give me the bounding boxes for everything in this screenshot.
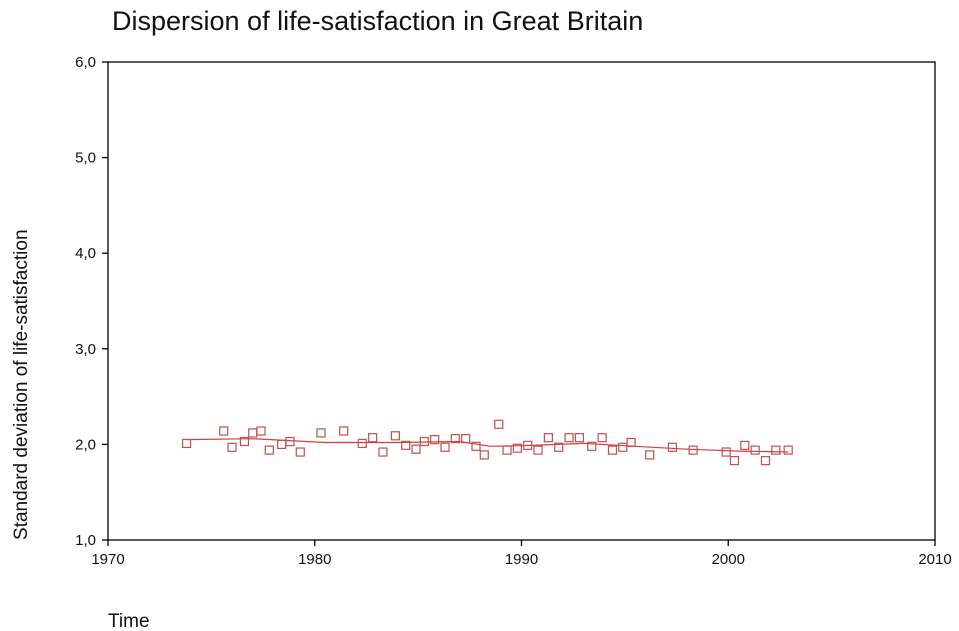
- data-point: [471, 441, 481, 451]
- data-point: [533, 445, 543, 455]
- trend-line: [186, 438, 789, 453]
- data-point: [721, 447, 731, 457]
- data-point: [626, 437, 636, 448]
- data-point: [461, 434, 471, 444]
- x-tick-label: 2000: [712, 551, 745, 568]
- data-point: [440, 442, 450, 452]
- data-point: [543, 433, 553, 443]
- y-tick-label: 4,0: [75, 245, 96, 262]
- data-point: [502, 445, 512, 455]
- data-points: [181, 419, 793, 466]
- data-point: [645, 450, 655, 460]
- data-point: [219, 426, 229, 436]
- data-point: [729, 456, 740, 466]
- data-point: [597, 433, 607, 443]
- x-tick-label: 1980: [298, 551, 331, 568]
- y-axis-title: Standard deviation of life-satisfaction: [11, 229, 32, 540]
- x-axis-title: Time: [108, 611, 150, 631]
- data-point: [771, 445, 781, 455]
- data-point: [618, 442, 628, 452]
- data-point: [512, 443, 522, 453]
- data-point: [783, 445, 793, 455]
- data-point: [554, 442, 564, 452]
- data-point: [564, 433, 574, 443]
- data-point: [430, 435, 440, 445]
- data-point: [419, 436, 429, 447]
- chart-title: Dispersion of life-satisfaction in Great…: [112, 6, 644, 36]
- y-tick-label: 3,0: [75, 341, 96, 358]
- data-point: [357, 438, 367, 449]
- data-point: [411, 444, 421, 454]
- x-tick-label: 1970: [91, 551, 124, 568]
- data-point: [494, 419, 504, 429]
- data-point: [479, 450, 489, 460]
- data-point: [688, 445, 698, 455]
- data-point: [390, 431, 400, 441]
- data-point: [277, 439, 287, 449]
- data-point: [248, 428, 258, 438]
- y-tick-label: 5,0: [75, 150, 96, 167]
- y-tick-label: 1,0: [75, 532, 96, 549]
- y-axis: 1,0 2,0 3,0 4,0 5,0 6,0: [75, 54, 108, 549]
- data-point: [667, 442, 678, 452]
- y-tick-label: 2,0: [75, 436, 96, 453]
- data-point: [607, 445, 618, 455]
- data-point: [401, 440, 411, 450]
- x-tick-label: 1990: [505, 551, 538, 568]
- data-point: [378, 447, 388, 457]
- data-point: [264, 445, 274, 455]
- data-point: [760, 456, 771, 466]
- data-point: [450, 434, 460, 444]
- data-point: [181, 438, 192, 449]
- plot-area-frame: [107, 61, 936, 541]
- data-point: [316, 428, 326, 438]
- x-axis: 1970 1980 1990 2000 2010: [91, 540, 952, 568]
- data-point: [750, 445, 760, 455]
- data-point: [574, 433, 584, 443]
- data-point: [239, 436, 250, 447]
- data-point: [523, 440, 533, 450]
- data-point: [368, 433, 378, 443]
- data-point: [587, 441, 597, 451]
- data-point: [740, 440, 750, 450]
- data-point: [256, 426, 266, 436]
- y-tick-label: 6,0: [75, 54, 96, 71]
- data-point: [339, 426, 349, 436]
- data-point: [285, 436, 295, 447]
- x-tick-label: 2010: [918, 551, 951, 568]
- data-point: [295, 447, 305, 457]
- data-point: [227, 442, 237, 452]
